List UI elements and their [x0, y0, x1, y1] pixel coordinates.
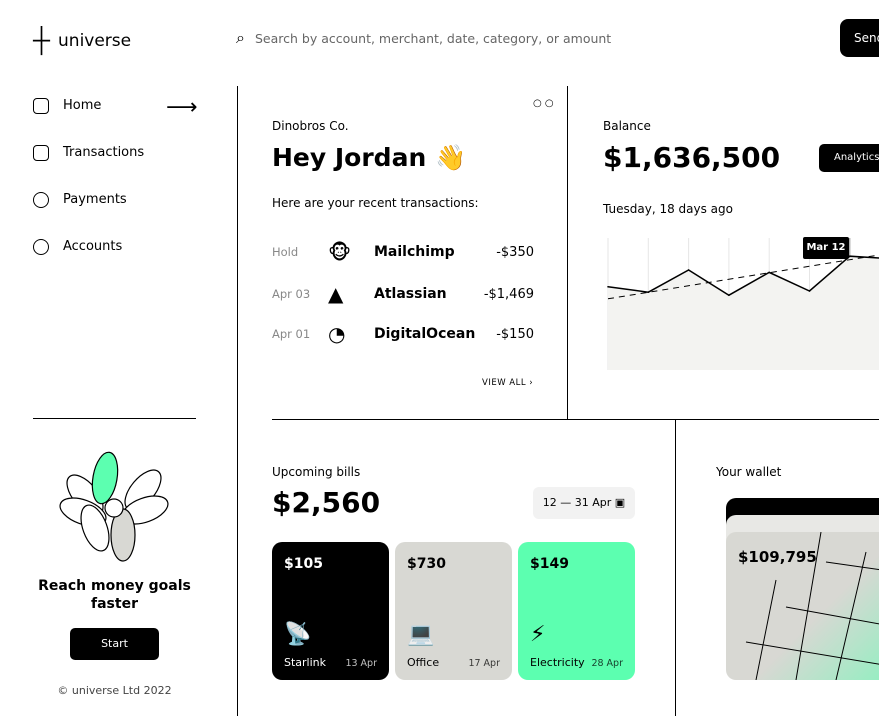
send-button[interactable]: Send: [840, 19, 879, 57]
divider: [675, 419, 676, 716]
sidebar-item-accounts[interactable]: Accounts: [33, 223, 144, 270]
bills-amount: $2,560: [272, 486, 381, 519]
lightning-icon: ⚡: [530, 622, 546, 647]
transaction-row[interactable]: Apr 03 ▲ Atlassian -$1,469: [272, 282, 534, 306]
chart-point: [728, 294, 730, 296]
chart-point: [647, 291, 650, 293]
bill-card[interactable]: $730 💻 Office 17 Apr: [395, 542, 512, 680]
greeting-subtitle: Here are your recent transactions:: [272, 196, 479, 210]
company-name: Dinobros Co.: [272, 119, 349, 133]
satellite-dish-icon: 📡: [284, 622, 312, 647]
balance-date: Tuesday, 18 days ago: [603, 202, 733, 216]
transactions-icon: [33, 144, 49, 161]
balance-chart[interactable]: [600, 230, 879, 380]
date-range-picker[interactable]: 12 — 31 Apr ▣: [533, 487, 635, 519]
chart-trend-line: [607, 254, 879, 300]
sidebar-item-transactions[interactable]: Transactions: [33, 129, 144, 176]
payments-icon: [33, 191, 49, 208]
wallet-amount: $109,795: [738, 548, 817, 566]
more-options-icon[interactable]: ○ ○: [533, 98, 554, 109]
promo-text: Reach money goals faster: [38, 578, 191, 612]
wallet-card[interactable]: $109,795: [726, 532, 879, 680]
search-input[interactable]: ⌕ Search by account, merchant, date, cate…: [236, 28, 612, 47]
chart-area: [608, 256, 879, 370]
transaction-row[interactable]: Apr 01 ◔ DigitalOcean -$150: [272, 322, 534, 346]
arrow-right-icon: ⟶: [166, 95, 198, 120]
flower-illustration: [59, 451, 169, 562]
view-all-link[interactable]: VIEW ALL ›: [482, 378, 534, 388]
start-button[interactable]: Start: [70, 628, 159, 660]
balance-label: Balance: [603, 119, 651, 133]
divider: [33, 418, 196, 419]
search-icon: ⌕: [236, 28, 245, 47]
digitalocean-logo-icon: ◔: [328, 322, 346, 346]
chart-point: [768, 271, 770, 274]
divider: [237, 86, 238, 716]
balance-amount: $1,636,500: [603, 141, 781, 174]
bill-card[interactable]: $149 ⚡ Electricity 28 Apr: [518, 542, 635, 680]
divider: [567, 86, 568, 419]
analytics-button[interactable]: Analytics: [819, 144, 879, 172]
chart-point: [849, 255, 851, 257]
calendar-icon: ▣: [614, 496, 626, 509]
wallet-label: Your wallet: [716, 465, 782, 479]
copyright: © universe Ltd 2022: [57, 684, 172, 697]
home-icon: [33, 97, 49, 114]
mailchimp-logo-icon: 🐵: [328, 240, 352, 264]
chart-point: [687, 269, 690, 271]
chart-marker-label: Mar 12: [803, 237, 849, 259]
transaction-row[interactable]: Hold 🐵 Mailchimp -$350: [272, 240, 534, 264]
logo[interactable]: ┼ universe: [33, 26, 132, 54]
chart-point: [607, 286, 609, 288]
sidebar-nav: Home Transactions Payments Accounts: [33, 96, 144, 270]
divider: [272, 419, 879, 420]
sidebar-item-home[interactable]: Home: [33, 82, 144, 129]
plus-logo-icon: ┼: [33, 26, 51, 54]
sidebar-item-payments[interactable]: Payments: [33, 176, 144, 223]
wallet-card-pattern: [745, 532, 879, 680]
greeting-title: Hey Jordan 👋: [272, 143, 467, 172]
bill-card[interactable]: $105 📡 Starlink 13 Apr: [272, 542, 389, 680]
chart-line: [607, 255, 879, 297]
laptop-icon: 💻: [407, 622, 435, 647]
bills-label: Upcoming bills: [272, 465, 361, 479]
chart-point: [808, 290, 811, 292]
accounts-icon: [33, 238, 49, 255]
atlassian-logo-icon: ▲: [328, 282, 344, 306]
